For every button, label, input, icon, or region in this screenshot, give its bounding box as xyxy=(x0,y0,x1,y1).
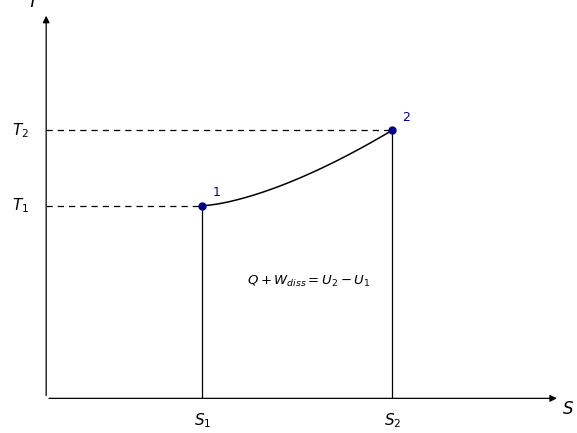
Text: T: T xyxy=(27,0,38,11)
Text: 1: 1 xyxy=(212,186,220,199)
Text: 2: 2 xyxy=(402,111,410,124)
Text: $S_1$: $S_1$ xyxy=(194,411,211,430)
Text: $T_2$: $T_2$ xyxy=(13,121,29,139)
Text: $S_2$: $S_2$ xyxy=(384,411,401,430)
Text: S: S xyxy=(563,400,573,418)
Text: $Q + W_{diss} = U_2 - U_1$: $Q + W_{diss} = U_2 - U_1$ xyxy=(247,274,370,289)
Text: $T_1$: $T_1$ xyxy=(12,196,29,215)
